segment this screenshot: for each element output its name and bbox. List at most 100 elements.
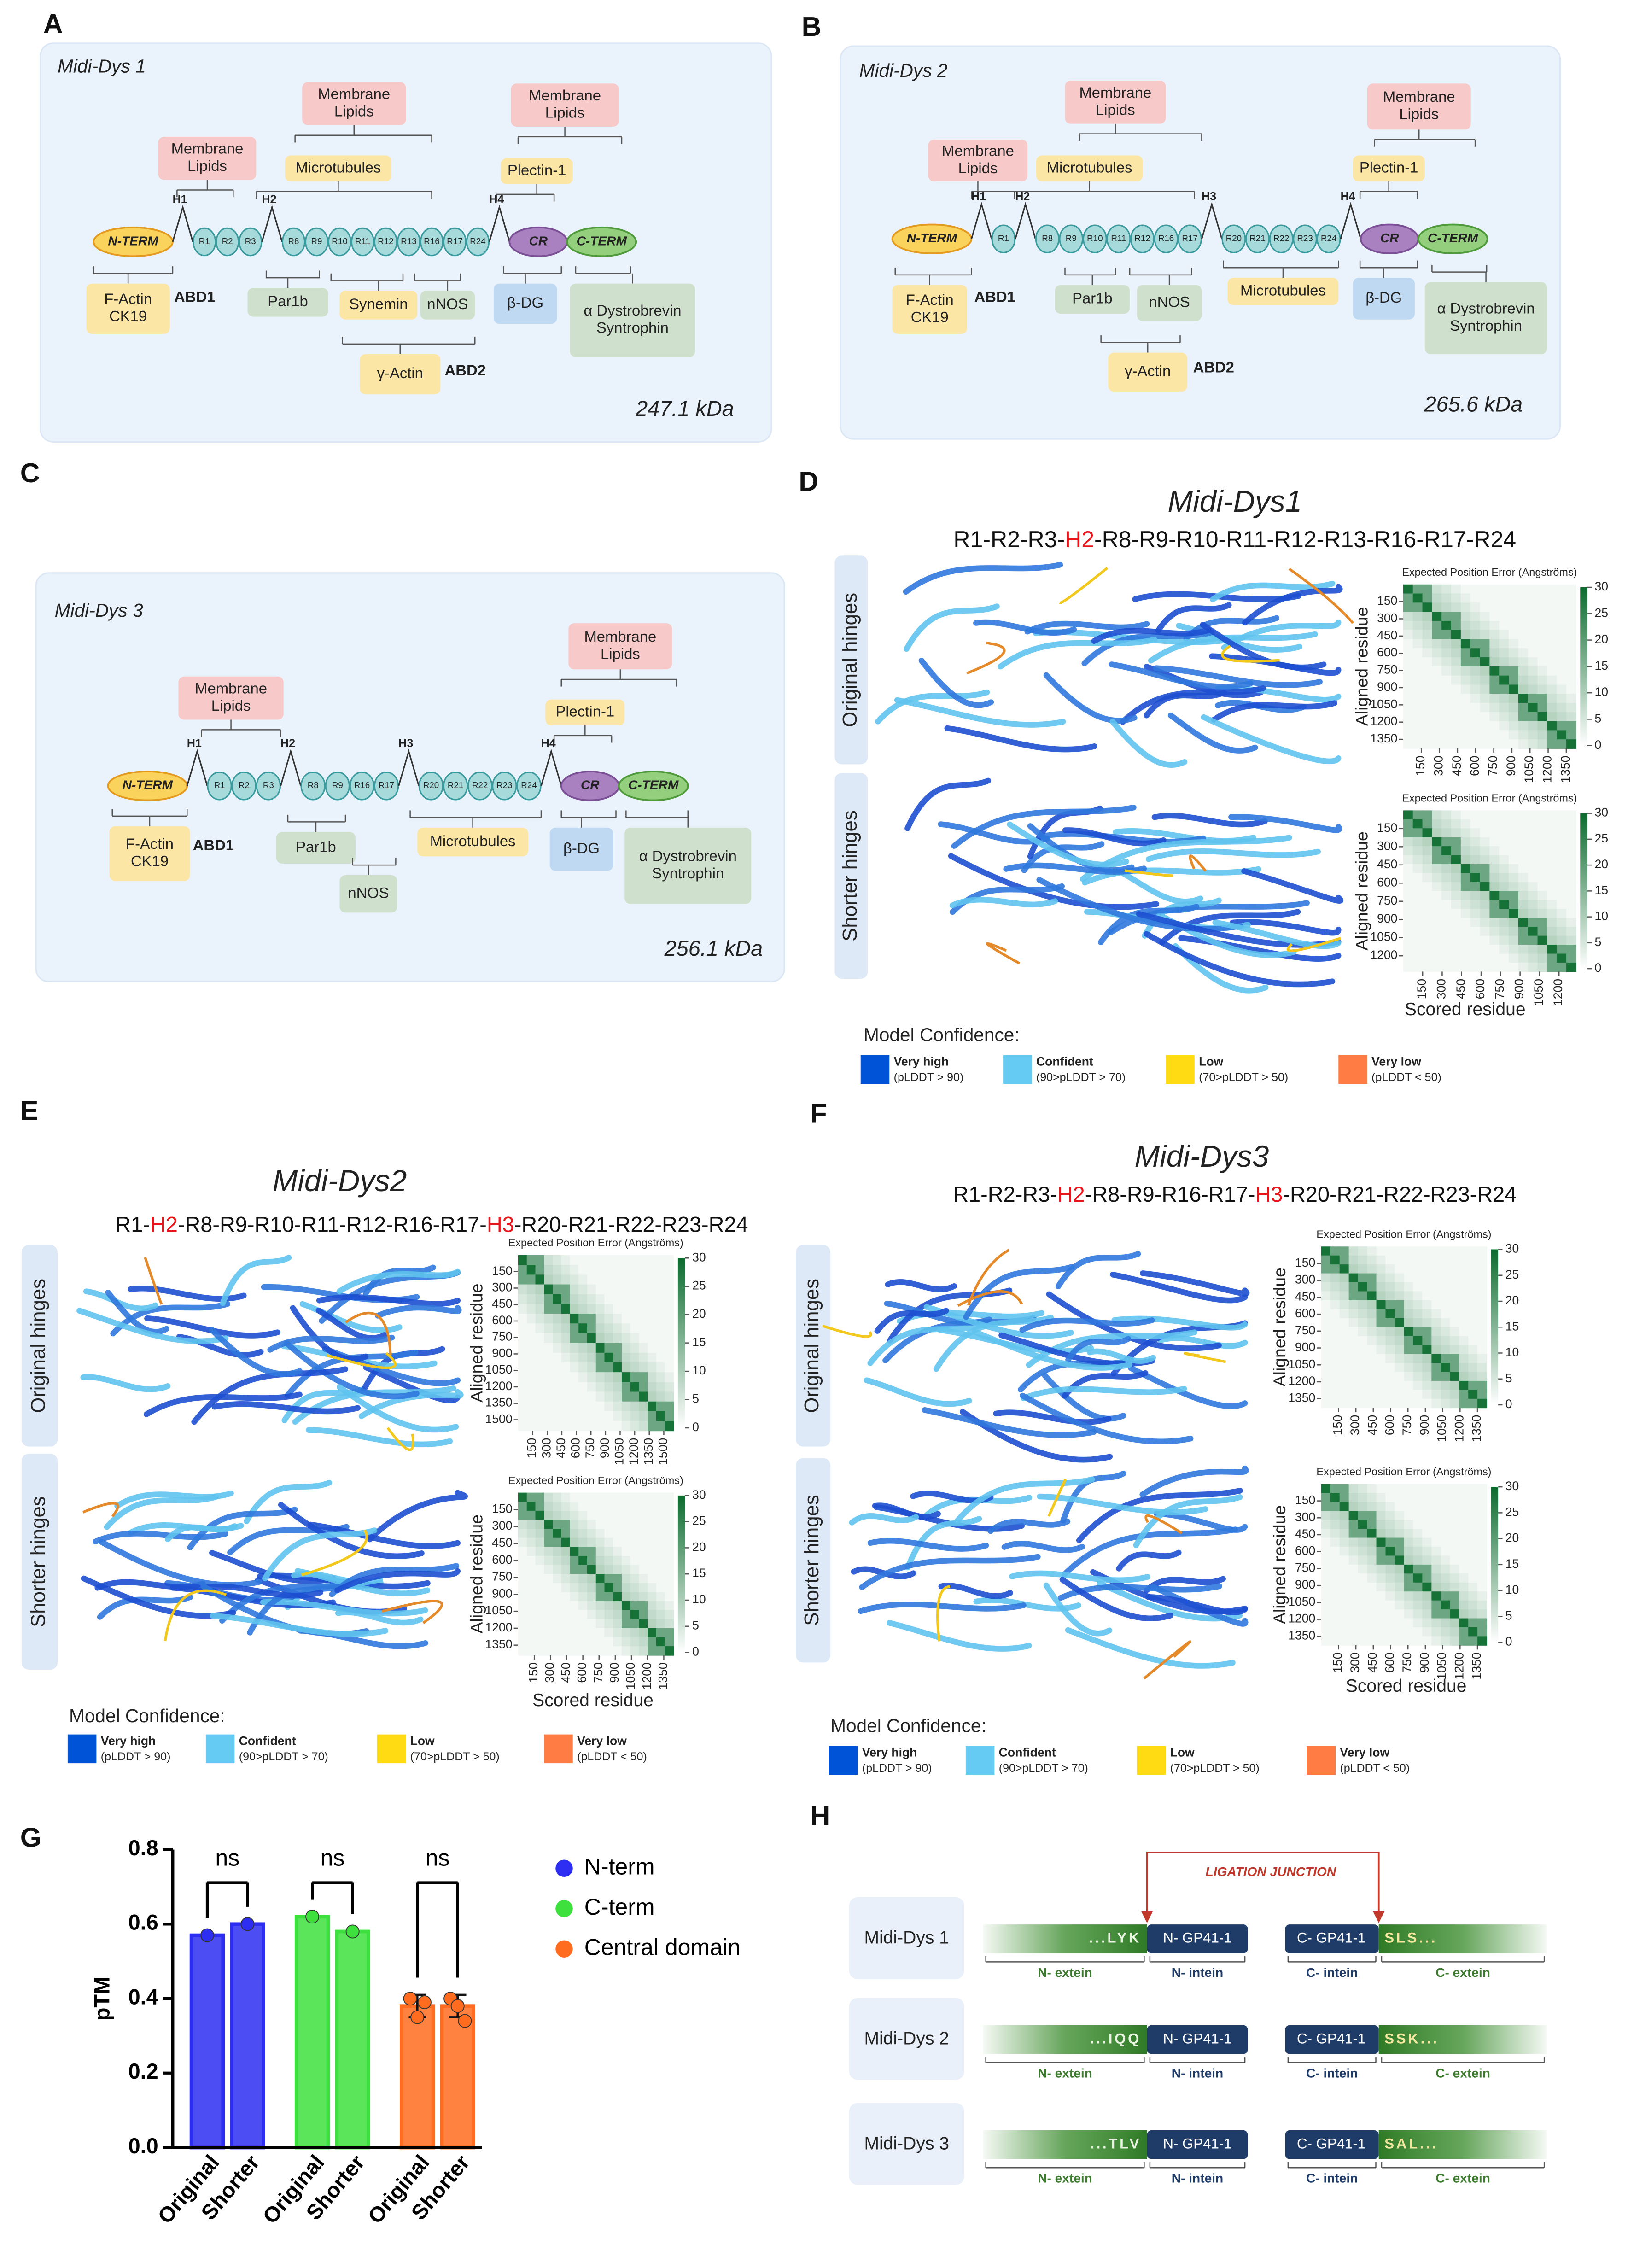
heatmap-cell xyxy=(1385,1627,1395,1637)
heatmap-cell xyxy=(1348,1564,1359,1574)
helix xyxy=(1145,848,1321,862)
heatmap-cell xyxy=(1367,1282,1377,1292)
heatmap-cell xyxy=(1499,900,1509,910)
heatmap-cell xyxy=(1459,1546,1469,1556)
heatmap-cell xyxy=(613,1323,622,1334)
heatmap-cell xyxy=(1403,882,1413,892)
heatmap-cell xyxy=(1450,1398,1460,1409)
heatmap-cell xyxy=(1385,1493,1395,1502)
helix xyxy=(951,804,1137,849)
heatmap-cell xyxy=(622,1619,631,1629)
heatmap-cell xyxy=(1412,953,1423,963)
heatmap-cell xyxy=(1557,657,1567,667)
partner-box xyxy=(511,83,619,127)
heatmap-cell xyxy=(1470,900,1481,910)
heatmap-cell xyxy=(1395,1291,1405,1301)
heatmap-cell xyxy=(578,1574,588,1584)
helix xyxy=(1046,1291,1222,1351)
heatmap-cell xyxy=(1499,620,1509,631)
heatmap-cell xyxy=(1509,712,1519,722)
bar xyxy=(335,1929,370,2150)
heatmap-cell xyxy=(1385,1363,1395,1373)
heatmap-cell xyxy=(1385,1529,1395,1538)
helix xyxy=(904,603,1000,652)
heatmap-cell xyxy=(587,1492,596,1502)
heatmap-cell xyxy=(1451,810,1461,820)
heatmap-cell xyxy=(1509,810,1519,820)
partner-box xyxy=(276,832,356,864)
heatmap-cell xyxy=(1385,1484,1395,1494)
heatmap-cell xyxy=(1348,1246,1359,1256)
heatmap-cell xyxy=(1441,612,1452,621)
heatmap-cell xyxy=(518,1547,527,1556)
heatmap-cell xyxy=(1451,900,1461,910)
heatmap-cell xyxy=(1339,1345,1349,1355)
heatmap-cell xyxy=(1367,1372,1377,1381)
heatmap-cell xyxy=(630,1362,640,1373)
heatmap-cell xyxy=(544,1284,553,1295)
x-tick-label: 900 xyxy=(1512,979,1526,999)
partner-label: Syntrophin xyxy=(596,319,669,336)
molecular-mass: 247.1 kDa xyxy=(635,397,734,421)
heatmap-cell xyxy=(570,1601,579,1611)
heatmap-cell xyxy=(1547,584,1558,594)
x-tick-label: 900 xyxy=(1418,1652,1431,1672)
heatmap-cell xyxy=(1518,721,1529,731)
heatmap-cell xyxy=(1459,1390,1469,1399)
heatmap-cell xyxy=(1431,1398,1441,1409)
loop xyxy=(1184,1352,1226,1363)
heatmap-cell xyxy=(639,1382,648,1392)
heatmap-cell xyxy=(648,1352,657,1363)
partner-box xyxy=(339,291,418,320)
heatmap-cell xyxy=(1367,1336,1377,1346)
heatmap-cell xyxy=(1557,873,1567,883)
heatmap-cell xyxy=(1339,1246,1349,1256)
heatmap-cell xyxy=(1403,730,1413,740)
loop xyxy=(381,1600,443,1624)
heatmap-cell xyxy=(1459,1336,1469,1346)
heatmap-cell xyxy=(1528,935,1538,945)
heatmap-cell xyxy=(1367,1618,1377,1628)
y-tick-label: 900 xyxy=(492,1586,512,1600)
heatmap-cell xyxy=(1566,703,1576,713)
heatmap-cell xyxy=(1489,935,1500,945)
heatmap-cell xyxy=(570,1421,579,1432)
heatmap-cell xyxy=(639,1352,648,1363)
heatmap-cell xyxy=(1460,962,1471,972)
heatmap-cell xyxy=(544,1255,553,1266)
x-tick-label: 450 xyxy=(559,1662,572,1683)
heatmap-cell xyxy=(1431,1363,1441,1373)
heatmap-cell xyxy=(1547,882,1558,892)
heatmap-cell xyxy=(639,1502,648,1511)
heatmap-cell xyxy=(1509,855,1519,865)
molecular-mass: 265.6 kDa xyxy=(1424,392,1523,416)
bar xyxy=(230,1922,265,2150)
heatmap-cell xyxy=(1404,1627,1414,1637)
heatmap-cell xyxy=(1518,584,1529,594)
heatmap-cell xyxy=(1376,1255,1386,1265)
heatmap-cell xyxy=(1459,1537,1469,1547)
heatmap-cell xyxy=(1412,918,1423,928)
heatmap-cell xyxy=(1441,935,1452,945)
hinge xyxy=(172,205,194,242)
partner-box xyxy=(892,285,967,334)
colorbar-tick-label: 5 xyxy=(1595,711,1602,725)
heatmap-cell xyxy=(1376,1618,1386,1628)
heatmap-cell xyxy=(1499,909,1509,918)
heatmap-cell xyxy=(604,1343,614,1353)
legend-name: Low xyxy=(410,1734,435,1748)
legend-note: (90>pLDDT > 70) xyxy=(999,1762,1088,1775)
heatmap-cell xyxy=(1422,855,1433,865)
heatmap-cell xyxy=(1537,837,1548,847)
heatmap-cell xyxy=(1431,1582,1441,1592)
heatmap-cell xyxy=(544,1510,553,1520)
heatmap-cell xyxy=(1422,584,1433,594)
heatmap-cell xyxy=(1460,864,1471,874)
heatmap-cell xyxy=(1376,1582,1386,1592)
heatmap-cell xyxy=(1468,1636,1478,1646)
y-tick-label: 300 xyxy=(492,1519,512,1532)
heatmap-cell xyxy=(1480,620,1490,631)
heatmap-cell xyxy=(1518,953,1529,963)
heatmap-cell xyxy=(1431,1380,1441,1391)
heatmap-cell xyxy=(1441,1511,1451,1520)
